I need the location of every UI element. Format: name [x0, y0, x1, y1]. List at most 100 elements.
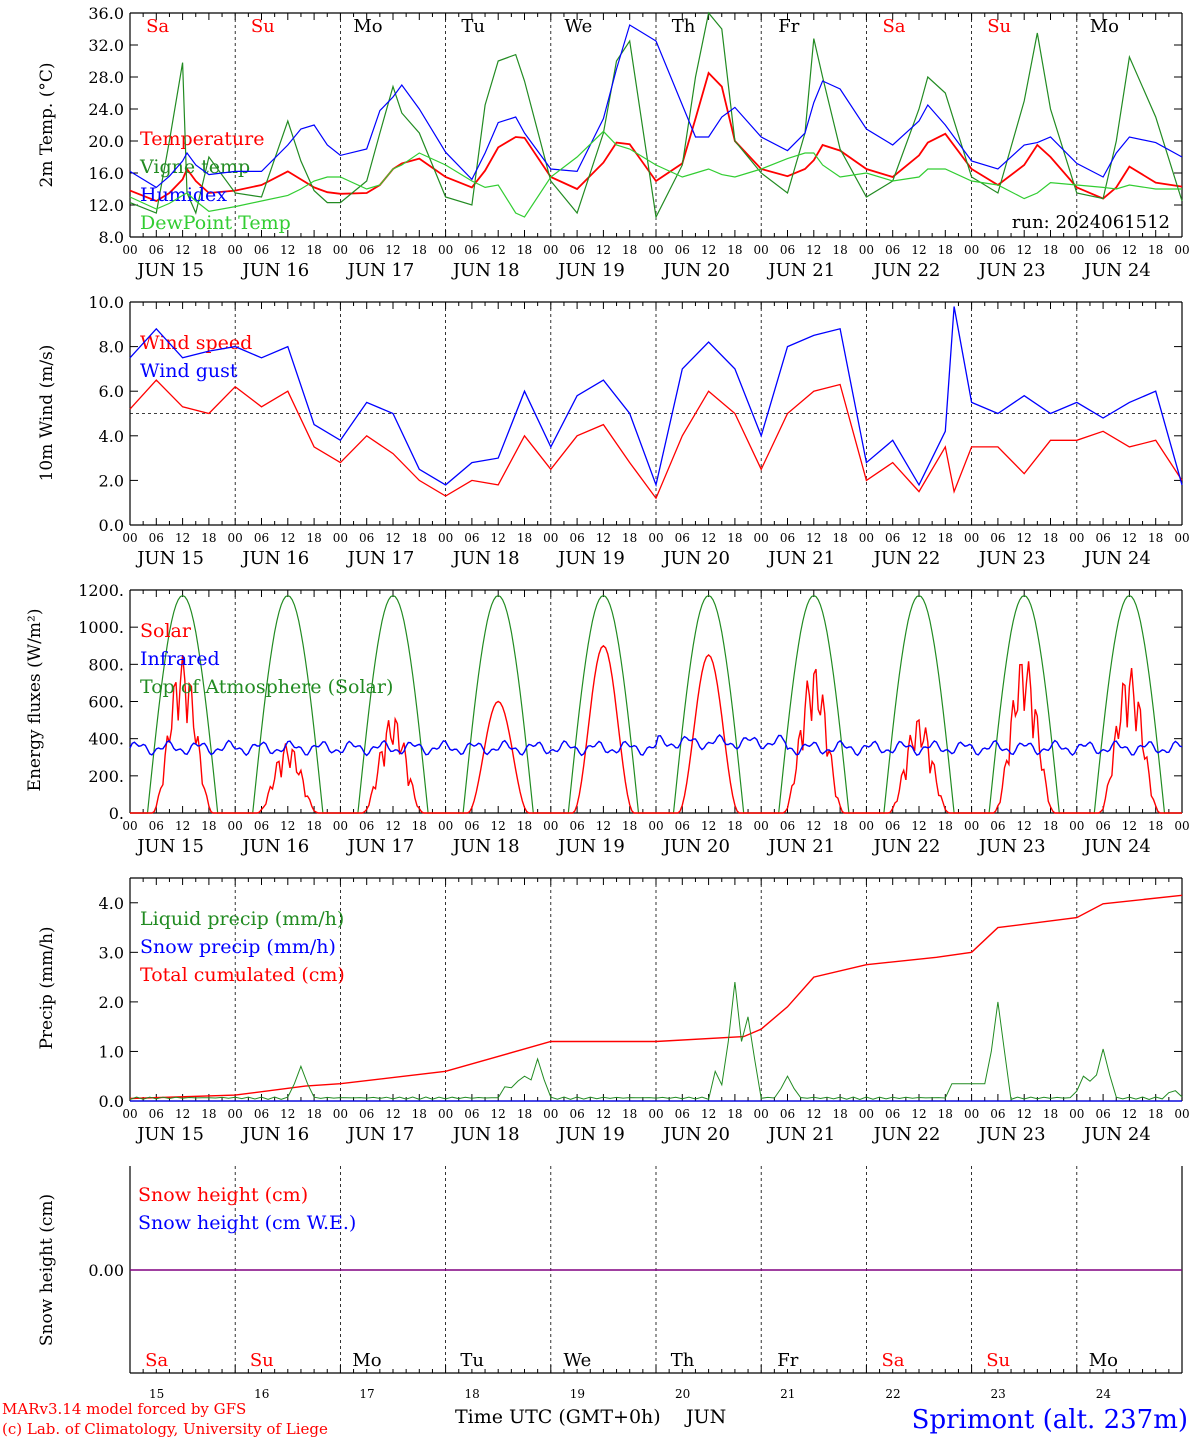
- hour-label: 00: [228, 1107, 243, 1121]
- date-label: JUN 17: [346, 836, 415, 857]
- legend-entry: Snow height (cm W.E.): [138, 1212, 356, 1234]
- series-line-liquid-precip: [129, 982, 1183, 1101]
- hour-label: 06: [780, 243, 795, 257]
- hour-label: 06: [464, 819, 479, 833]
- hour-label: 00: [333, 819, 348, 833]
- y-tick-label: 24.0: [88, 100, 124, 119]
- hour-label: 00: [964, 243, 979, 257]
- legend-entry: Vigne temp: [139, 156, 250, 178]
- legend-entry: Infrared: [140, 648, 220, 670]
- hour-label: 00: [648, 243, 663, 257]
- hour-label: 00: [754, 1107, 769, 1121]
- y-tick-label: 8.0: [99, 338, 124, 357]
- hour-label: 12: [911, 819, 926, 833]
- hour-label: 12: [491, 243, 506, 257]
- hour-label: 06: [464, 531, 479, 545]
- hour-label: 18: [622, 819, 637, 833]
- hour-label: 12: [701, 243, 716, 257]
- weekday-label: Sa: [146, 16, 169, 37]
- y-tick-label: 4.0: [99, 894, 124, 913]
- x-axis-label: Time UTC (GMT+0h): [455, 1406, 661, 1428]
- hour-label: 00: [438, 1107, 453, 1121]
- weekday-label-bottom: Su: [250, 1350, 274, 1371]
- y-axis-label: Energy fluxes (W/m²): [25, 609, 45, 792]
- hour-label: 12: [175, 819, 190, 833]
- model-credit: MARv3.14 model forced by GFS: [2, 1400, 246, 1418]
- hour-label: 06: [675, 819, 690, 833]
- hour-label: 12: [1017, 243, 1032, 257]
- day-number: 20: [675, 1387, 690, 1401]
- hour-label: 12: [911, 531, 926, 545]
- hour-label: 06: [569, 243, 584, 257]
- y-tick-label: 10.0: [88, 293, 124, 312]
- hour-label: 00: [122, 1107, 137, 1121]
- y-axis-label: 2m Temp. (°C): [37, 62, 57, 187]
- hour-label: 12: [1122, 243, 1137, 257]
- hour-label: 18: [201, 1107, 216, 1121]
- hour-label: 18: [1043, 243, 1058, 257]
- hour-label: 18: [201, 243, 216, 257]
- panel-4: 00 06 12 18 JUN 15 00 06 12 18 JUN 16 00 06 12 18 JUN …: [37, 877, 1190, 1145]
- hour-label: 18: [517, 243, 532, 257]
- hour-label: 00: [122, 531, 137, 545]
- hour-label: 00: [648, 819, 663, 833]
- y-tick-label: 1200.: [78, 581, 124, 600]
- hour-label: 12: [280, 243, 295, 257]
- hour-label: 00: [122, 819, 137, 833]
- date-label: JUN 24: [1082, 260, 1151, 281]
- hour-label: 12: [385, 531, 400, 545]
- hour-label: 00: [648, 531, 663, 545]
- hour-label: 06: [1095, 1107, 1110, 1121]
- weekday-label-bottom: Tu: [460, 1350, 484, 1371]
- y-tick-label: 12.0: [88, 196, 124, 215]
- y-tick-label: 3.0: [99, 943, 124, 962]
- hour-label: 00: [1069, 243, 1084, 257]
- weekday-label: Su: [987, 16, 1011, 37]
- hour-label: 18: [832, 1107, 847, 1121]
- date-label: JUN 18: [451, 260, 520, 281]
- lab-credit: (c) Lab. of Climatology, University of L…: [2, 1420, 328, 1438]
- weekday-label: Mo: [1090, 16, 1119, 37]
- day-number: 22: [885, 1387, 900, 1401]
- hour-label: 18: [306, 819, 321, 833]
- date-label: JUN 20: [661, 1124, 730, 1145]
- hour-label: 18: [412, 243, 427, 257]
- day-number: 24: [1096, 1387, 1112, 1401]
- hour-label: 18: [517, 1107, 532, 1121]
- date-label: JUN 18: [451, 548, 520, 569]
- hour-label: 12: [280, 531, 295, 545]
- hour-label: 12: [175, 1107, 190, 1121]
- hour-label: 18: [1148, 1107, 1163, 1121]
- hour-label: 00: [333, 1107, 348, 1121]
- hour-label: 12: [701, 1107, 716, 1121]
- hour-label: 18: [306, 531, 321, 545]
- hour-label: 06: [885, 1107, 900, 1121]
- hour-label: 18: [832, 531, 847, 545]
- hour-label: 18: [727, 531, 742, 545]
- hour-label: 06: [990, 243, 1005, 257]
- day-number: 23: [991, 1387, 1006, 1401]
- hour-label: 00: [1069, 819, 1084, 833]
- hour-label: 18: [622, 1107, 637, 1121]
- legend-entry: Solar: [140, 620, 192, 642]
- date-label: JUN 22: [872, 1124, 941, 1145]
- panel-2: 00 06 12 18 JUN 15 00 06 12 18 JUN 16 00 06 12 18 JUN …: [37, 293, 1190, 569]
- hour-label: 12: [911, 1107, 926, 1121]
- hour-label: 06: [990, 1107, 1005, 1121]
- hour-label: 00: [859, 819, 874, 833]
- hour-label: 06: [1095, 531, 1110, 545]
- series-line-wind-speed: [129, 379, 1183, 500]
- date-label: JUN 21: [766, 260, 835, 281]
- date-label: JUN 16: [240, 836, 309, 857]
- hour-label: 18: [1148, 531, 1163, 545]
- legend-entry: Top of Atmosphere (Solar): [140, 676, 393, 698]
- hour-label: 06: [359, 1107, 374, 1121]
- hour-label: 18: [727, 819, 742, 833]
- hour-label: 00: [1069, 531, 1084, 545]
- hour-label: 00: [1174, 1107, 1189, 1121]
- hour-label: 00: [122, 243, 137, 257]
- hour-label: 12: [175, 531, 190, 545]
- hour-label: 00: [754, 531, 769, 545]
- y-tick-label: 1.0: [99, 1042, 124, 1061]
- hour-label: 12: [806, 531, 821, 545]
